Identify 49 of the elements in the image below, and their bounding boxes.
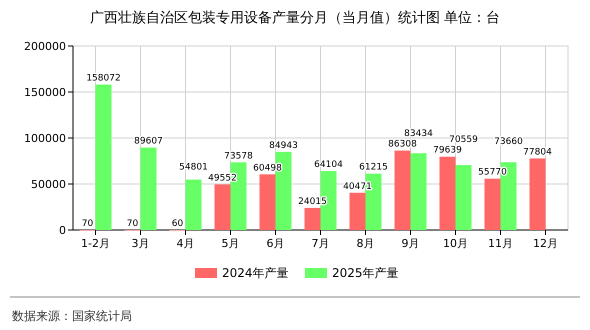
bar [394, 150, 410, 230]
bar [350, 192, 366, 230]
data-label: 61215 [359, 162, 388, 173]
bar [484, 178, 500, 230]
data-label: 83434 [404, 129, 434, 140]
y-tick-label: 100000 [24, 132, 66, 145]
x-tick-label: 11月 [488, 237, 513, 250]
x-tick-label: 7月 [312, 237, 330, 250]
data-label: 73660 [494, 137, 524, 148]
x-tick-label: 4月 [176, 237, 194, 250]
x-tick-label: 5月 [222, 237, 240, 250]
bar [304, 208, 320, 230]
y-tick-label: 0 [59, 224, 66, 237]
x-tick-label: 12月 [533, 237, 558, 250]
data-label: 70559 [449, 135, 478, 146]
data-label: 77804 [523, 147, 552, 158]
x-tick-label: 8月 [356, 237, 374, 250]
bar [260, 174, 276, 230]
data-label: 79639 [433, 146, 462, 156]
y-tick-label: 200000 [24, 40, 66, 53]
data-label: 70 [126, 218, 138, 229]
legend-label: 2025年产量 [332, 266, 399, 280]
x-tick-label: 9月 [402, 237, 420, 250]
y-tick-label: 50000 [31, 178, 66, 191]
bar [186, 180, 202, 230]
data-label: 86308 [388, 140, 418, 150]
data-label: 84943 [269, 140, 298, 151]
data-label: 158072 [86, 74, 121, 84]
x-tick-label: 1-2月 [81, 237, 110, 250]
x-tick-label: 10月 [443, 237, 468, 250]
bar [410, 153, 426, 230]
x-tick-label: 6月 [266, 237, 284, 250]
bar [214, 184, 230, 230]
chart-title: 广西壮族自治区包装专用设备产量分月（当月值）统计图 单位：台 [90, 10, 500, 26]
x-tick-label: 3月 [132, 237, 150, 250]
data-label: 70 [82, 218, 94, 229]
bar [440, 156, 456, 230]
legend-label: 2024年产量 [222, 266, 289, 280]
bar [456, 165, 472, 230]
data-label: 89607 [134, 136, 163, 147]
data-label: 60 [172, 218, 184, 229]
data-label: 54801 [179, 162, 208, 173]
bar [530, 158, 546, 230]
data-label: 64104 [314, 160, 344, 170]
source-note: 数据来源：国家统计局 [12, 309, 132, 323]
bar [140, 148, 156, 230]
bar [96, 84, 112, 230]
data-label: 73578 [224, 151, 254, 162]
y-tick-label: 150000 [24, 86, 66, 99]
